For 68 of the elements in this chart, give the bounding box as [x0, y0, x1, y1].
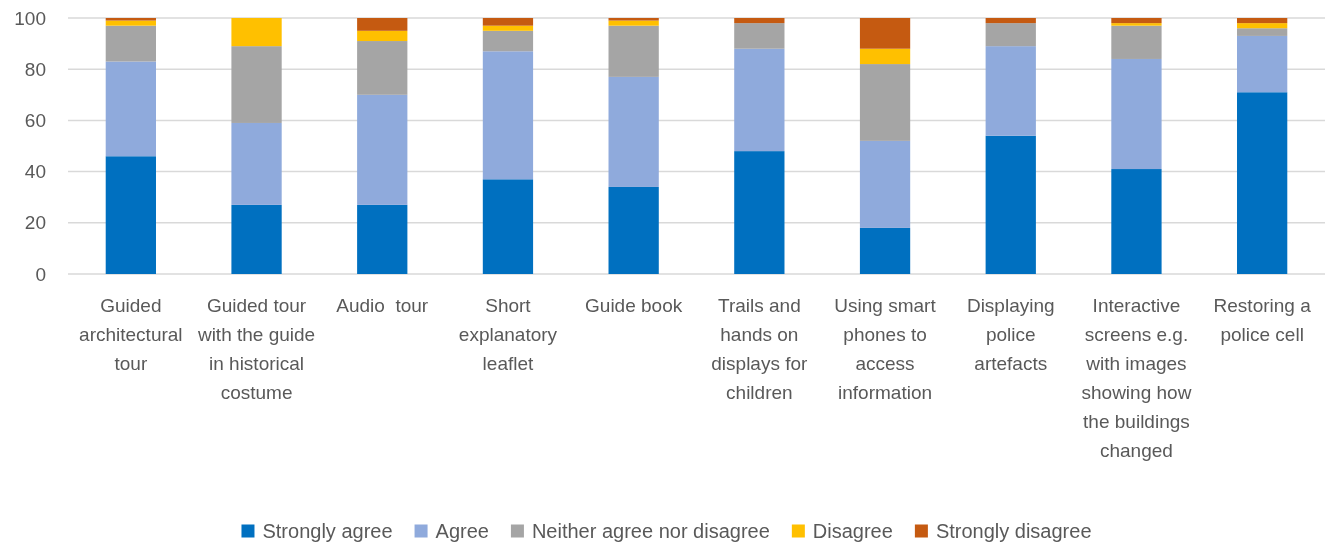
bar	[1111, 58, 1162, 170]
bar	[357, 41, 408, 95]
bar	[608, 18, 659, 21]
bar	[1111, 25, 1162, 59]
bar	[357, 30, 408, 42]
x-tick-label: Audio tour	[336, 295, 429, 316]
bar	[1237, 28, 1288, 36]
bar	[608, 76, 659, 187]
bar	[734, 151, 785, 274]
bar	[734, 23, 785, 49]
bar	[1237, 23, 1288, 29]
bar	[105, 20, 156, 26]
bar	[859, 18, 911, 49]
x-tick-label: Guided architectural tour	[79, 295, 183, 374]
bar	[231, 204, 282, 274]
bar	[859, 48, 911, 65]
y-tick-label: 100	[14, 7, 46, 29]
bar	[357, 94, 408, 205]
bar	[859, 140, 911, 228]
y-tick-label: 40	[24, 161, 46, 183]
bar	[482, 30, 534, 52]
x-tick-label: Trails and hands on displays for children	[711, 295, 809, 403]
x-tick-label: Interactive screens e.g. with images showing how the buildings changed	[1081, 295, 1192, 461]
bar	[482, 25, 534, 31]
bar	[734, 48, 785, 152]
legend-label: Strongly disagree	[935, 520, 1092, 542]
bar	[734, 18, 785, 24]
x-tick-label: Guided tour with the guide in historical costume	[196, 295, 316, 403]
bar	[1111, 23, 1162, 26]
bar	[859, 64, 911, 141]
bar	[482, 18, 534, 26]
legend-label: Agree	[435, 520, 489, 542]
bar	[231, 18, 282, 47]
bar	[231, 46, 282, 123]
bar	[1237, 35, 1288, 93]
bar	[482, 179, 534, 274]
bar	[608, 186, 659, 274]
bar	[1111, 169, 1162, 274]
bar	[105, 25, 156, 62]
bar	[608, 25, 659, 77]
x-tick-label: Short explanatory leaflet	[458, 295, 558, 374]
bar	[105, 156, 156, 274]
x-tick-label: Using smart phones to access information	[834, 295, 937, 403]
y-tick-label: 60	[24, 110, 46, 132]
bar	[231, 122, 282, 205]
x-tick-label: Guide book	[585, 295, 683, 316]
bar	[608, 20, 659, 26]
bar	[357, 18, 408, 31]
y-tick-label: 20	[24, 212, 46, 234]
y-tick-label: 0	[35, 263, 46, 285]
bar	[105, 61, 156, 157]
bar	[985, 18, 1036, 24]
legend-label: Strongly agree	[262, 520, 393, 542]
bar	[1237, 92, 1288, 274]
bar	[1237, 18, 1288, 24]
bar	[105, 18, 156, 21]
bar	[985, 23, 1036, 47]
x-tick-label: Displaying police artefacts	[966, 295, 1055, 374]
x-tick-label: Restoring a police cell	[1213, 295, 1312, 345]
bar	[357, 204, 408, 274]
bar	[985, 46, 1036, 136]
bar	[1111, 18, 1162, 24]
legend-label: Disagree	[812, 520, 893, 542]
y-tick-label: 80	[24, 58, 46, 80]
bar	[859, 227, 911, 274]
bar	[482, 51, 534, 180]
bar	[985, 135, 1036, 274]
legend-label: Neither agree nor disagree	[531, 520, 770, 542]
